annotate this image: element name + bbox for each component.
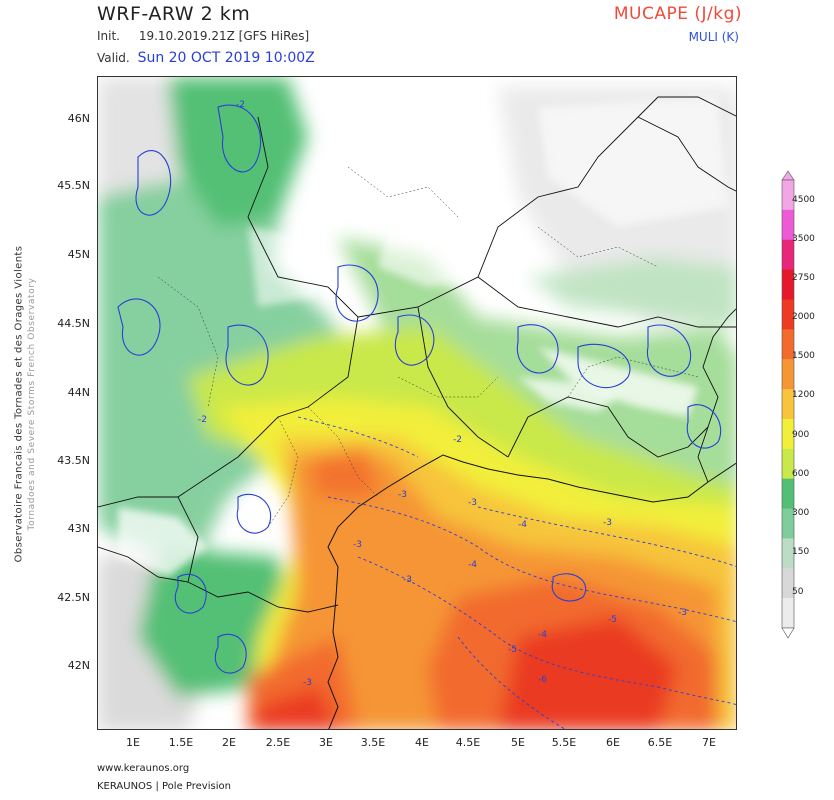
colorbar-label: 900 <box>792 430 810 440</box>
colorbar-segment <box>782 508 794 539</box>
borders <box>98 96 736 613</box>
colorbar-segment <box>782 538 794 569</box>
colorbar-label: 1200 <box>792 390 815 400</box>
contour-label: -4 <box>538 630 547 640</box>
colorbar-segment <box>782 180 794 211</box>
colorbar <box>774 170 814 640</box>
muli-contours-dashed <box>297 416 736 729</box>
lat-label: 42N <box>67 659 90 672</box>
colorbar-label: 1500 <box>792 351 815 361</box>
colorbar-segment <box>782 568 794 599</box>
department-borders <box>157 166 699 528</box>
colorbar-segment <box>782 389 794 420</box>
lon-label: 1.5E <box>168 736 194 749</box>
colorbar-segment <box>782 598 794 629</box>
colorbar-bottom-arrow <box>781 627 795 639</box>
colorbar-segment <box>782 329 794 360</box>
valid-value: Sun 20 OCT 2019 10:00Z <box>137 50 315 66</box>
colorbar-label: 3500 <box>792 234 815 244</box>
contour-label: -2 <box>236 100 245 110</box>
contour-label: -3 <box>468 498 477 508</box>
init-value: 19.10.2019.21Z [GFS HiRes] <box>138 29 310 43</box>
lon-label: 3.5E <box>360 736 386 749</box>
forecast-map: -2 -2 -2 -3 -3 -3 -3 -4 -4 -4 -5 -5 -6 -… <box>97 76 737 730</box>
contour-label: -5 <box>508 645 517 655</box>
init-row: Init. 19.10.2019.21Z [GFS HiRes] <box>97 29 309 43</box>
lat-label: 43N <box>67 522 90 535</box>
contour-label: -2 <box>198 415 207 425</box>
contour-labels: -2 -2 -2 -3 -3 -3 -3 -4 -4 -4 -5 -5 -6 -… <box>198 100 687 688</box>
colorbar-segment <box>782 418 794 450</box>
contour-label: -3 <box>353 540 362 550</box>
model-title: WRF-ARW 2 km <box>97 3 251 25</box>
lon-label: 5E <box>511 736 525 749</box>
contour-label: -5 <box>608 615 617 625</box>
init-label: Init. <box>97 29 120 43</box>
colorbar-segment <box>782 299 794 330</box>
lon-label: 4.5E <box>455 736 481 749</box>
lat-label: 44.5N <box>57 317 90 330</box>
contour-label: -3 <box>603 518 612 528</box>
colorbar-segment <box>782 239 794 271</box>
lon-label: 6.5E <box>647 736 673 749</box>
colorbar-segment <box>782 448 794 480</box>
parameter-title: MUCAPE (J/kg) <box>613 4 742 24</box>
colorbar-label: 2750 <box>792 273 815 283</box>
lon-label: 2E <box>222 736 236 749</box>
colorbar-label: 300 <box>792 508 810 518</box>
side-label-french: Observatoire Francais des Tornades et de… <box>13 245 25 563</box>
contour-label: -3 <box>403 575 412 585</box>
colorbar-label: 50 <box>792 587 804 597</box>
colorbar-segment <box>782 269 794 300</box>
muli-contours <box>117 104 722 674</box>
side-label: Observatoire Francais des Tornades et de… <box>6 218 46 590</box>
side-label-english: Tornadoes and Severe Storms French Obser… <box>27 277 37 531</box>
colorbar-segment <box>782 209 794 241</box>
lon-label: 4E <box>415 736 429 749</box>
lat-label: 44N <box>67 386 90 399</box>
parameter-subtitle: MULI (K) <box>688 30 739 44</box>
valid-row: Valid. Sun 20 OCT 2019 10:00Z <box>97 50 315 66</box>
lat-label: 43.5N <box>57 454 90 467</box>
colorbar-segment <box>782 478 794 510</box>
lat-label: 42.5N <box>57 591 90 604</box>
contour-label: -3 <box>678 608 687 618</box>
mediterranean-coastline <box>327 454 736 729</box>
cape-shading <box>98 77 736 729</box>
colorbar-label: 4500 <box>792 195 815 205</box>
valid-label: Valid. <box>97 51 130 65</box>
colorbar-label: 150 <box>792 547 810 557</box>
contour-label: -3 <box>303 678 312 688</box>
colorbar-svg <box>781 170 795 639</box>
lon-label: 1E <box>126 736 140 749</box>
contour-label: -6 <box>538 675 547 685</box>
contour-label: -4 <box>468 560 477 570</box>
footer-url[interactable]: www.keraunos.org <box>97 763 190 774</box>
lat-label: 45.5N <box>57 179 90 192</box>
lat-label: 46N <box>67 112 90 125</box>
map-canvas: -2 -2 -2 -3 -3 -3 -3 -4 -4 -4 -5 -5 -6 -… <box>98 77 736 729</box>
lon-label: 2.5E <box>265 736 291 749</box>
lon-label: 6E <box>606 736 620 749</box>
contour-label: -4 <box>518 520 527 530</box>
contour-label: -3 <box>398 490 407 500</box>
lon-label: 5.5E <box>551 736 577 749</box>
lon-label: 7E <box>702 736 716 749</box>
contour-label: -2 <box>453 435 462 445</box>
colorbar-label: 600 <box>792 469 810 479</box>
footer-brand: KERAUNOS | Pole Prevision <box>97 781 231 792</box>
lat-label: 45N <box>67 248 90 261</box>
colorbar-top-arrow <box>781 170 795 181</box>
lon-label: 3E <box>319 736 333 749</box>
colorbar-label: 2000 <box>792 312 815 322</box>
colorbar-segment <box>782 359 794 390</box>
